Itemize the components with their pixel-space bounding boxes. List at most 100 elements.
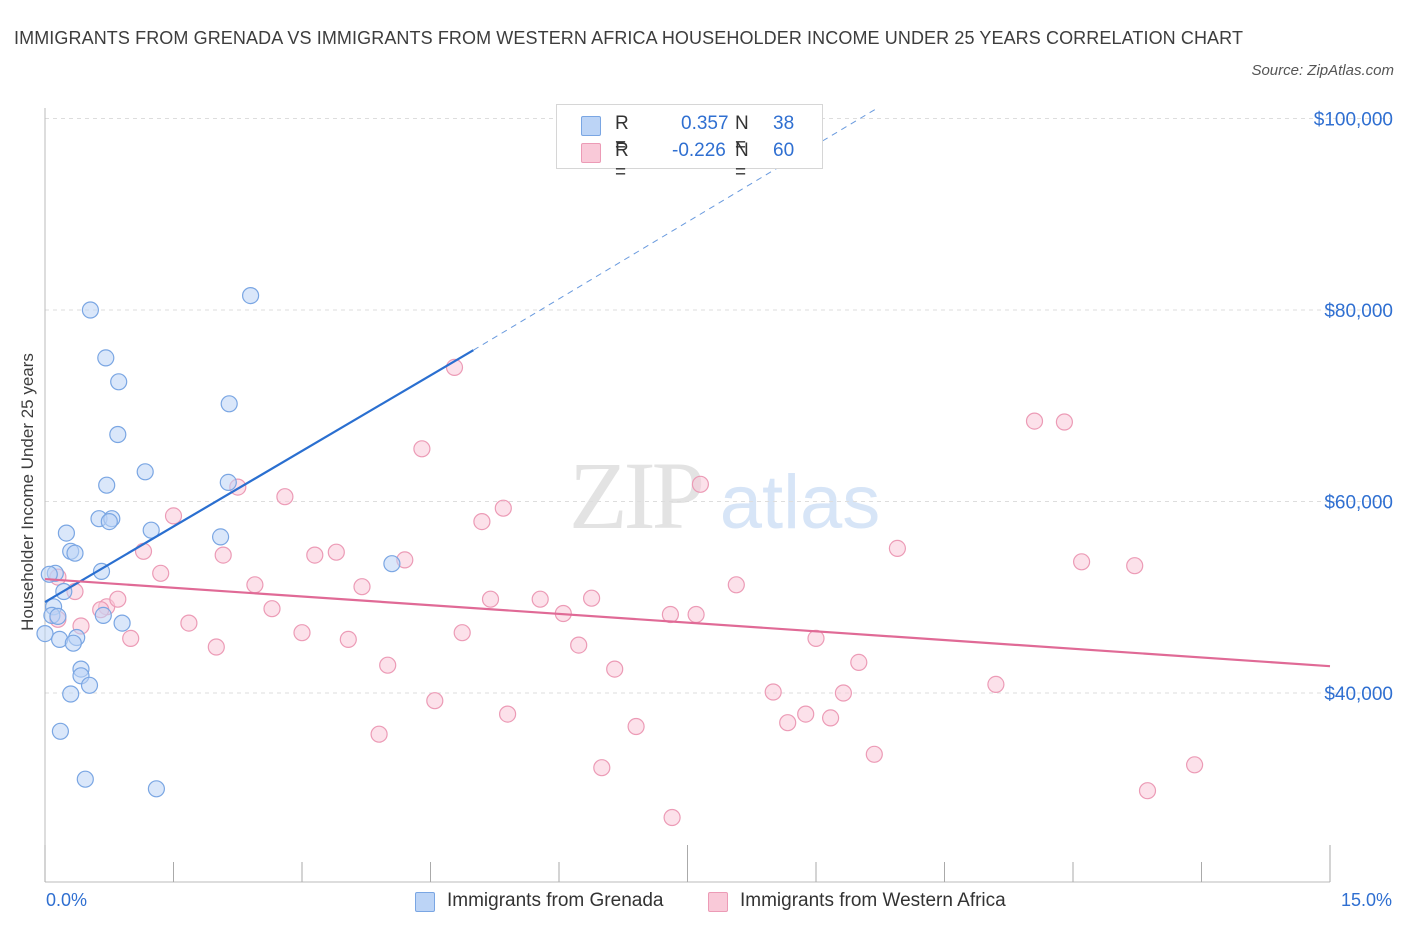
grenada-point — [81, 301, 100, 319]
wafrica-point — [246, 576, 264, 594]
legend-n-value: 38 — [773, 113, 795, 134]
wafrica-point — [214, 546, 232, 564]
wafrica-point — [134, 542, 153, 560]
x-tick-label-max: 15.0% — [1340, 890, 1392, 910]
grenada-point — [80, 676, 99, 694]
legend-n-value: 60 — [773, 140, 795, 161]
wafrica-point — [727, 576, 745, 594]
wafrica-point — [293, 624, 311, 642]
wafrica-trend-line — [44, 577, 1331, 668]
grenada-point — [110, 373, 128, 391]
watermark-zip: ZIP — [569, 442, 702, 549]
y-tick-label: $40,000 — [1324, 684, 1393, 705]
source-label: Source: ZipAtlas.com — [1251, 62, 1394, 79]
wafrica-point — [531, 590, 549, 608]
wafrica-point — [453, 624, 471, 642]
wafrica-point — [1055, 413, 1074, 431]
grenada-point — [109, 425, 127, 444]
wafrica-point — [691, 475, 710, 493]
grenada-point — [36, 624, 54, 643]
wafrica-point — [379, 656, 397, 674]
wafrica-point — [987, 675, 1005, 694]
grenada-point — [66, 544, 84, 562]
grenada-point — [383, 555, 401, 573]
wafrica-point — [276, 488, 294, 506]
chart-title: IMMIGRANTS FROM GRENADA VS IMMIGRANTS FR… — [14, 28, 1244, 48]
wafrica-point — [306, 546, 324, 564]
wafrica-point — [353, 578, 371, 596]
wafrica-point — [865, 745, 883, 763]
grenada-point — [242, 287, 260, 305]
wafrica-point — [481, 590, 500, 608]
wafrica-point — [499, 705, 517, 723]
wafrica-point — [122, 629, 140, 648]
wafrica-point — [327, 543, 345, 561]
grenada-point — [136, 463, 154, 481]
wafrica-point — [1025, 412, 1044, 430]
bottom-legend-label-grenada: Immigrants from Grenada — [447, 890, 664, 911]
grenada-point — [98, 476, 116, 494]
y-tick-label: $60,000 — [1324, 493, 1393, 514]
bottom-legend-swatch-grenada — [415, 892, 435, 912]
legend-r-label: R = — [615, 140, 629, 183]
grenada-point — [142, 521, 160, 539]
legend-n-label: N = — [735, 140, 749, 183]
wafrica-point — [180, 614, 198, 632]
legend-r-label: R = — [615, 113, 629, 156]
grenada-trend-line — [44, 349, 474, 603]
legend-swatch-grenada — [581, 116, 601, 136]
watermark-atlas: atlas — [720, 460, 881, 545]
grenada-point — [76, 770, 94, 788]
wafrica-point — [109, 590, 127, 608]
stats-legend: R = 0.357 N = 38 R = -0.226 N = 60 — [556, 104, 823, 183]
wafrica-point — [426, 692, 444, 710]
wafrica-point — [164, 507, 183, 525]
wafrica-point — [263, 600, 281, 618]
wafrica-point — [207, 638, 225, 656]
legend-r-value: -0.226 — [672, 140, 726, 161]
wafrica-point — [797, 705, 815, 723]
wafrica-point — [779, 714, 797, 732]
wafrica-point — [1138, 782, 1157, 800]
wafrica-point — [1072, 553, 1091, 571]
legend-n-label: N = — [735, 113, 749, 156]
wafrica-point — [663, 808, 681, 827]
wafrica-point — [1126, 557, 1144, 575]
grenada-point — [212, 528, 230, 546]
wafrica-point — [570, 636, 588, 654]
wafrica-point — [582, 589, 601, 607]
bottom-legend-swatch-wafrica — [708, 892, 728, 912]
grenada-point — [97, 349, 115, 367]
grenada-point — [49, 607, 67, 626]
wafrica-point — [627, 717, 645, 736]
grenada-trend-extension — [473, 108, 877, 351]
grenada-point — [220, 395, 238, 413]
wafrica-point — [593, 759, 611, 777]
wafrica-point — [370, 725, 388, 743]
grenada-point — [64, 634, 82, 652]
legend-swatch-wafrica — [581, 143, 601, 163]
grenada-point — [62, 685, 80, 703]
wafrica-point — [764, 683, 782, 701]
wafrica-point — [473, 512, 491, 531]
grenada-point — [51, 722, 70, 740]
wafrica-point — [152, 564, 170, 582]
wafrica-point — [888, 539, 907, 558]
wafrica-point — [1185, 756, 1204, 774]
grenada-point — [219, 473, 237, 491]
grenada-point — [94, 606, 112, 625]
y-tick-label: $100,000 — [1314, 110, 1393, 131]
grenada-point — [147, 780, 165, 798]
wafrica-point — [850, 653, 868, 672]
bottom-legend-label-wafrica: Immigrants from Western Africa — [740, 890, 1006, 911]
wafrica-point — [413, 440, 431, 458]
grenada-point — [113, 614, 131, 632]
x-tick-label-min: 0.0% — [46, 890, 88, 910]
legend-r-value: 0.357 — [681, 113, 729, 134]
wafrica-point — [687, 605, 705, 624]
wafrica-point — [494, 499, 512, 517]
wafrica-point — [834, 684, 853, 702]
wafrica-point — [339, 630, 357, 649]
grenada-point — [100, 512, 118, 531]
